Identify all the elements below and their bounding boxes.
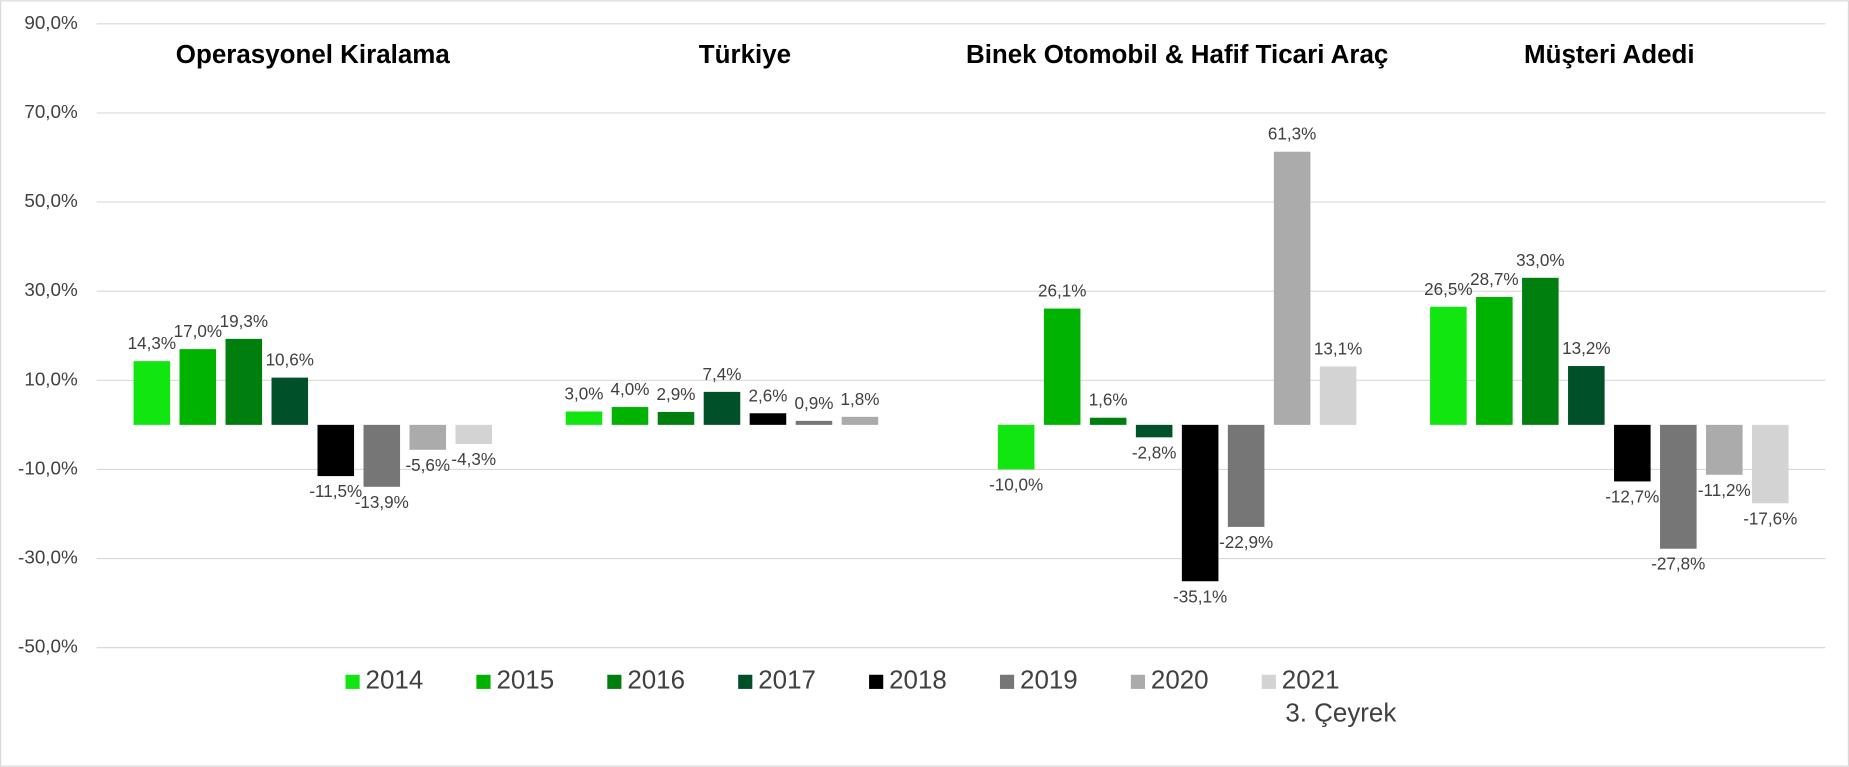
y-tick-label: 90,0% — [24, 12, 78, 33]
value-label: 19,3% — [220, 312, 268, 331]
group-title: Binek Otomobil & Hafif Ticari Araç — [965, 39, 1389, 69]
annotation: 3. Çeyrek — [1285, 700, 1396, 728]
y-tick-label: 10,0% — [24, 368, 78, 389]
bar — [1568, 366, 1605, 425]
value-label: 26,1% — [1038, 282, 1086, 301]
value-label: 2,9% — [657, 385, 696, 404]
y-tick-label: -30,0% — [18, 547, 78, 568]
y-tick-label: -10,0% — [18, 457, 78, 478]
value-label: 10,6% — [266, 351, 314, 370]
bar — [703, 391, 741, 425]
bar — [455, 424, 493, 445]
legend-label: 2017 — [758, 667, 816, 695]
bar — [409, 424, 447, 450]
bar — [795, 420, 833, 425]
bar — [1476, 296, 1513, 425]
group-title: Operasyonel Kiralama — [175, 39, 450, 69]
bar — [611, 407, 649, 425]
legend-swatch — [607, 674, 622, 689]
value-label: 0,9% — [794, 394, 833, 413]
value-label: -2,8% — [1132, 443, 1177, 462]
bar — [1752, 424, 1789, 504]
legend-label: 2016 — [627, 667, 685, 695]
bar — [1430, 306, 1467, 425]
group-title-box: Müşteri Adedi — [1524, 39, 1695, 69]
value-label: -12,7% — [1605, 487, 1659, 506]
bar — [657, 411, 695, 425]
value-label: -27,8% — [1651, 555, 1705, 574]
bar — [1043, 308, 1081, 425]
bar — [749, 413, 787, 425]
value-label: 4,0% — [611, 380, 650, 399]
bar — [997, 424, 1035, 470]
bar — [1135, 424, 1173, 438]
bar — [179, 349, 217, 425]
group-title: Müşteri Adedi — [1524, 39, 1695, 69]
value-label: 61,3% — [1268, 125, 1316, 144]
bar — [363, 424, 401, 487]
value-label: -13,9% — [355, 493, 409, 512]
bar — [565, 411, 603, 425]
bar — [1319, 366, 1357, 425]
value-label: 13,2% — [1562, 339, 1610, 358]
value-label: 14,3% — [128, 334, 176, 353]
legend-label: 2019 — [1020, 667, 1078, 695]
legend-swatch — [345, 674, 360, 689]
value-label: 2,6% — [748, 386, 787, 405]
bar — [317, 424, 355, 477]
y-tick-label: 70,0% — [24, 101, 78, 122]
value-label: -11,2% — [1698, 481, 1751, 500]
value-label: 7,4% — [703, 365, 742, 384]
legend-label: 2021 — [1282, 667, 1340, 695]
bar — [225, 338, 263, 425]
bar — [271, 377, 309, 425]
y-tick-label: 30,0% — [24, 279, 78, 300]
value-label: -22,9% — [1219, 533, 1273, 552]
value-label: -17,6% — [1743, 509, 1797, 528]
bar — [1227, 424, 1265, 527]
value-label: -5,6% — [405, 456, 450, 475]
value-label: 1,6% — [1089, 391, 1128, 410]
value-label: 33,0% — [1516, 251, 1564, 270]
y-tick-label: -50,0% — [18, 636, 78, 657]
legend-label: 2014 — [366, 667, 424, 695]
bar — [1522, 277, 1559, 425]
value-label: 13,1% — [1314, 339, 1362, 358]
bar — [1089, 417, 1127, 425]
legend-label: 2020 — [1151, 667, 1209, 695]
bar — [1706, 424, 1743, 475]
bar — [133, 361, 171, 425]
bar — [1181, 424, 1219, 582]
bar — [1614, 424, 1651, 482]
legend-swatch — [476, 674, 491, 689]
group-title-box: Operasyonel Kiralama — [175, 39, 450, 69]
legend-swatch — [738, 674, 753, 689]
legend-label: 2018 — [889, 667, 947, 695]
legend-label: 2015 — [496, 667, 554, 695]
y-tick-label: 50,0% — [24, 190, 78, 211]
group-title-box: Binek Otomobil & Hafif Ticari Araç — [965, 39, 1389, 69]
group-title: Türkiye — [698, 39, 792, 69]
legend-swatch — [1130, 674, 1146, 689]
value-label: 3,0% — [565, 384, 604, 403]
group-title-box: Türkiye — [698, 39, 792, 69]
value-label: 17,0% — [174, 322, 222, 341]
legend-swatch — [869, 674, 884, 689]
value-label: 28,7% — [1470, 270, 1518, 289]
value-label: 1,8% — [840, 390, 879, 409]
value-label: -10,0% — [989, 475, 1043, 494]
bar — [1273, 151, 1311, 425]
value-label: -11,5% — [309, 482, 362, 501]
legend-swatch — [999, 674, 1015, 689]
value-label: -35,1% — [1173, 587, 1227, 606]
legend-swatch — [1261, 674, 1276, 689]
bar — [1660, 424, 1697, 549]
bar — [841, 416, 879, 425]
value-label: -4,3% — [451, 450, 496, 469]
value-label: 26,5% — [1424, 280, 1472, 299]
